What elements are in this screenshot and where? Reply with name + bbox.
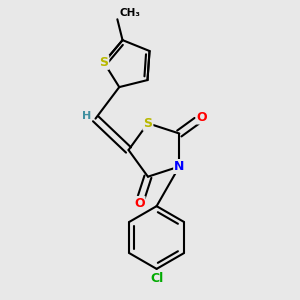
Text: H: H [82,111,91,121]
Text: O: O [134,197,145,210]
Text: S: S [99,56,108,69]
Text: N: N [174,160,184,173]
Text: CH₃: CH₃ [119,8,140,18]
Text: O: O [197,110,207,124]
Text: S: S [143,117,152,130]
Text: Cl: Cl [150,272,163,285]
